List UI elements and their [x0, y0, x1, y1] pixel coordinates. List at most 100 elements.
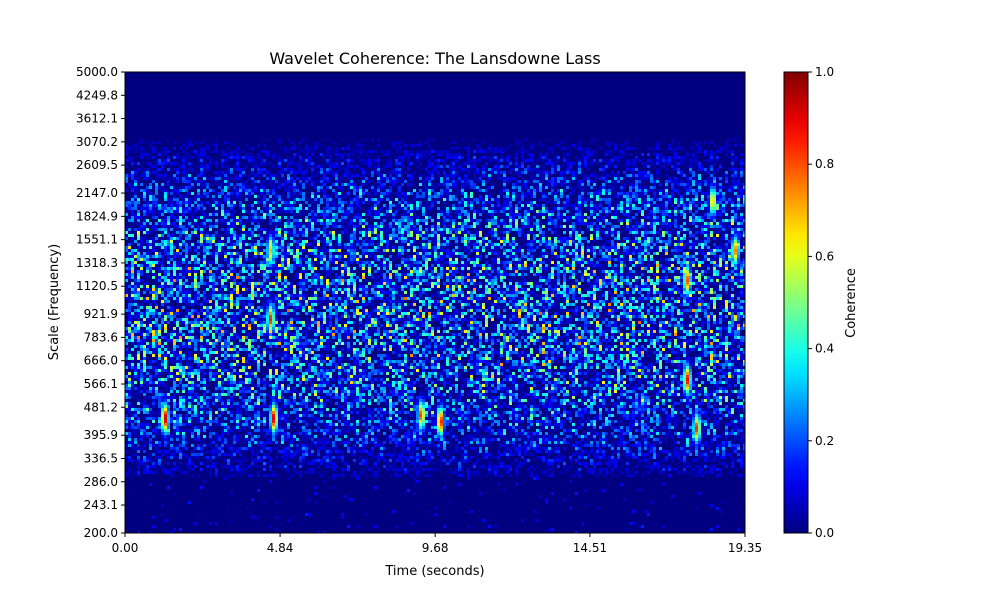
- heatmap-cell: [164, 312, 167, 315]
- heatmap-cell: [125, 294, 128, 297]
- heatmap-cell: [269, 309, 272, 312]
- heatmap-cell: [176, 309, 179, 312]
- heatmap-cell: [278, 300, 281, 303]
- heatmap-cell: [284, 399, 287, 402]
- heatmap-cell: [311, 249, 314, 252]
- heatmap-cell: [284, 372, 287, 375]
- heatmap-cell: [245, 381, 248, 384]
- heatmap-cell: [302, 264, 305, 267]
- heatmap-cell: [275, 363, 278, 366]
- heatmap-cell: [221, 165, 224, 168]
- heatmap-cell: [137, 297, 140, 300]
- heatmap-cell: [188, 459, 191, 462]
- heatmap-cell: [239, 405, 242, 408]
- heatmap-cell: [131, 216, 134, 219]
- heatmap-cell: [191, 315, 194, 318]
- heatmap-cell: [275, 387, 278, 390]
- heatmap-cell: [272, 318, 275, 321]
- heatmap-cell: [263, 174, 266, 177]
- heatmap-cell: [284, 276, 287, 279]
- heatmap-cell: [188, 213, 191, 216]
- heatmap-cell: [206, 363, 209, 366]
- heatmap-cell: [227, 471, 230, 474]
- heatmap-cell: [293, 294, 296, 297]
- heatmap-cell: [200, 171, 203, 174]
- heatmap-cell: [224, 312, 227, 315]
- heatmap-cell: [182, 405, 185, 408]
- heatmap-cell: [305, 348, 308, 351]
- heatmap-cell: [317, 429, 320, 432]
- heatmap-cell: [224, 285, 227, 288]
- heatmap-cell: [158, 219, 161, 222]
- heatmap-cell: [311, 408, 314, 411]
- heatmap-cell: [176, 216, 179, 219]
- heatmap-cell: [155, 198, 158, 201]
- heatmap-cell: [311, 345, 314, 348]
- heatmap-cell: [128, 159, 131, 162]
- heatmap-cell: [131, 297, 134, 300]
- heatmap-cell: [236, 426, 239, 429]
- heatmap-cell: [188, 351, 191, 354]
- heatmap-cell: [215, 204, 218, 207]
- heatmap-cell: [263, 144, 266, 147]
- heatmap-cell: [212, 333, 215, 336]
- heatmap-cell: [221, 246, 224, 249]
- heatmap-cell: [212, 360, 215, 363]
- heatmap-cell: [140, 312, 143, 315]
- heatmap-cell: [215, 150, 218, 153]
- heatmap-cell: [173, 252, 176, 255]
- heatmap-cell: [239, 348, 242, 351]
- heatmap-cell: [215, 468, 218, 471]
- heatmap-cell: [275, 438, 278, 441]
- heatmap-cell: [179, 462, 182, 465]
- heatmap-cell: [266, 240, 269, 243]
- heatmap-cell: [317, 195, 320, 198]
- heatmap-cell: [308, 387, 311, 390]
- heatmap-cell: [236, 405, 239, 408]
- heatmap-cell: [146, 435, 149, 438]
- heatmap-cell: [161, 504, 164, 507]
- heatmap-cell: [182, 219, 185, 222]
- heatmap-cell: [251, 180, 254, 183]
- heatmap-cell: [179, 468, 182, 471]
- heatmap-cell: [296, 183, 299, 186]
- heatmap-cell: [299, 264, 302, 267]
- heatmap-cell: [302, 249, 305, 252]
- heatmap-cell: [134, 192, 137, 195]
- heatmap-cell: [188, 390, 191, 393]
- heatmap-cell: [230, 351, 233, 354]
- heatmap-cell: [176, 339, 179, 342]
- heatmap-cell: [233, 387, 236, 390]
- heatmap-cell: [230, 333, 233, 336]
- heatmap-cell: [125, 366, 128, 369]
- heatmap-cell: [281, 168, 284, 171]
- heatmap-cell: [161, 336, 164, 339]
- heatmap-cell: [296, 432, 299, 435]
- heatmap-cell: [317, 240, 320, 243]
- heatmap-cell: [272, 213, 275, 216]
- heatmap-cell: [158, 243, 161, 246]
- heatmap-cell: [293, 288, 296, 291]
- heatmap-cell: [233, 327, 236, 330]
- heatmap-cell: [170, 396, 173, 399]
- heatmap-cell: [125, 309, 128, 312]
- heatmap-cell: [272, 387, 275, 390]
- heatmap-cell: [164, 468, 167, 471]
- heatmap-cell: [275, 249, 278, 252]
- heatmap-cell: [305, 351, 308, 354]
- heatmap-cell: [203, 234, 206, 237]
- heatmap-cell: [251, 456, 254, 459]
- heatmap-cell: [170, 162, 173, 165]
- heatmap-cell: [290, 354, 293, 357]
- heatmap-cell: [278, 336, 281, 339]
- heatmap-cell: [197, 204, 200, 207]
- heatmap-cell: [236, 468, 239, 471]
- heatmap-cell: [233, 291, 236, 294]
- heatmap-cell: [224, 345, 227, 348]
- heatmap-cell: [215, 357, 218, 360]
- heatmap-cell: [206, 282, 209, 285]
- heatmap-cell: [311, 276, 314, 279]
- heatmap-cell: [266, 171, 269, 174]
- heatmap-cell: [248, 156, 251, 159]
- heatmap-cell: [161, 363, 164, 366]
